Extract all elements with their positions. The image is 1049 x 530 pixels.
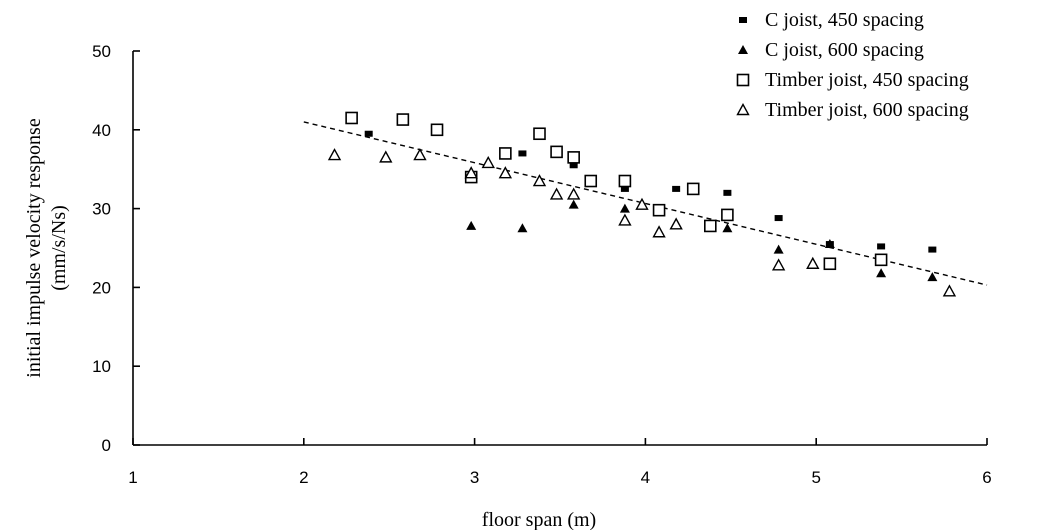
- y-ticks: 0 10 20 30 40 50: [92, 42, 140, 455]
- data-point: [824, 239, 835, 249]
- y-tick-label: 30: [92, 200, 111, 219]
- data-point: [635, 197, 649, 210]
- data-point: [464, 166, 478, 179]
- legend-item-timber-joist-600: Timber joist, 600 spacing: [736, 99, 969, 121]
- series-3: [327, 148, 957, 297]
- data-point: [877, 243, 886, 250]
- data-point: [413, 148, 427, 161]
- data-points: [327, 111, 957, 297]
- data-point: [533, 127, 546, 141]
- data-point: [928, 246, 937, 253]
- x-ticks: 1 2 3 4 5 6: [128, 438, 992, 487]
- data-point: [721, 208, 734, 222]
- data-point: [686, 182, 700, 196]
- data-point: [619, 203, 630, 213]
- data-point: [550, 145, 563, 159]
- legend-marker: [738, 45, 748, 54]
- data-point: [466, 220, 477, 230]
- data-point: [722, 223, 733, 233]
- data-point: [927, 272, 938, 282]
- x-tick-label: 4: [641, 468, 650, 487]
- x-tick-label: 3: [470, 468, 479, 487]
- legend: C joist, 450 spacing C joist, 600 spacin…: [736, 9, 969, 121]
- legend-item-c-joist-600: C joist, 600 spacing: [738, 39, 924, 61]
- data-point: [569, 162, 578, 169]
- data-point: [773, 244, 784, 254]
- y-tick-label: 20: [92, 278, 111, 297]
- data-point: [771, 258, 786, 271]
- legend-item-timber-joist-450: Timber joist, 450 spacing: [736, 69, 969, 91]
- data-point: [499, 147, 512, 160]
- data-point: [518, 150, 527, 157]
- data-point: [774, 215, 783, 222]
- data-point: [345, 111, 358, 125]
- data-point: [327, 148, 342, 161]
- data-point: [396, 113, 410, 126]
- data-point: [549, 187, 564, 200]
- data-point: [874, 253, 888, 267]
- legend-marker: [736, 103, 750, 116]
- legend-marker-open-square: [736, 73, 750, 87]
- legend-label: C joist, 600 spacing: [765, 39, 924, 61]
- data-point: [379, 150, 393, 163]
- data-point: [620, 185, 629, 192]
- x-tick-label: 1: [128, 468, 137, 487]
- data-point: [566, 187, 581, 200]
- trend-line: [303, 121, 988, 286]
- y-axis-title-line1: initial impulse velocity response: [23, 118, 45, 378]
- data-point: [364, 130, 373, 137]
- legend-marker-open-triangle: [736, 103, 750, 116]
- data-point: [568, 199, 579, 209]
- x-tick-label: 5: [811, 468, 820, 487]
- data-point: [652, 203, 666, 217]
- legend-label: C joist, 450 spacing: [765, 9, 924, 31]
- data-point: [806, 256, 820, 269]
- data-point: [532, 174, 547, 187]
- legend-marker-filled-square: [739, 17, 747, 23]
- series-2: [345, 111, 888, 271]
- legend-label: Timber joist, 600 spacing: [765, 99, 969, 121]
- series-1: [466, 199, 938, 282]
- legend-marker: [739, 17, 747, 23]
- x-axis-title: floor span (m): [482, 509, 596, 530]
- data-point: [481, 155, 495, 169]
- data-point: [652, 225, 666, 238]
- data-point: [517, 223, 528, 233]
- x-tick-label: 2: [299, 468, 308, 487]
- y-axis-title-line2: (mm/s/Ns): [48, 205, 70, 291]
- data-point: [618, 174, 632, 188]
- data-point: [669, 217, 683, 230]
- y-axis-title: initial impulse velocity response (mm/s/…: [23, 118, 70, 378]
- data-point: [567, 151, 580, 164]
- data-point: [876, 268, 887, 278]
- data-point: [430, 123, 444, 137]
- legend-marker: [736, 73, 750, 87]
- series-0: [364, 130, 937, 253]
- data-point: [584, 174, 598, 188]
- axes: [132, 51, 987, 446]
- data-point: [723, 189, 732, 196]
- data-point: [672, 185, 681, 192]
- y-tick-label: 10: [92, 357, 111, 376]
- data-point: [498, 166, 513, 179]
- y-tick-label: 40: [92, 121, 111, 140]
- y-tick-label: 50: [92, 42, 111, 61]
- y-tick-label: 0: [102, 436, 111, 455]
- data-point: [942, 284, 957, 297]
- legend-marker-filled-triangle: [738, 45, 748, 54]
- data-point: [704, 219, 717, 233]
- legend-label: Timber joist, 450 spacing: [765, 69, 969, 91]
- legend-item-c-joist-450: C joist, 450 spacing: [739, 9, 924, 31]
- data-point: [618, 213, 632, 226]
- x-tick-label: 6: [982, 468, 991, 487]
- data-point: [823, 257, 837, 271]
